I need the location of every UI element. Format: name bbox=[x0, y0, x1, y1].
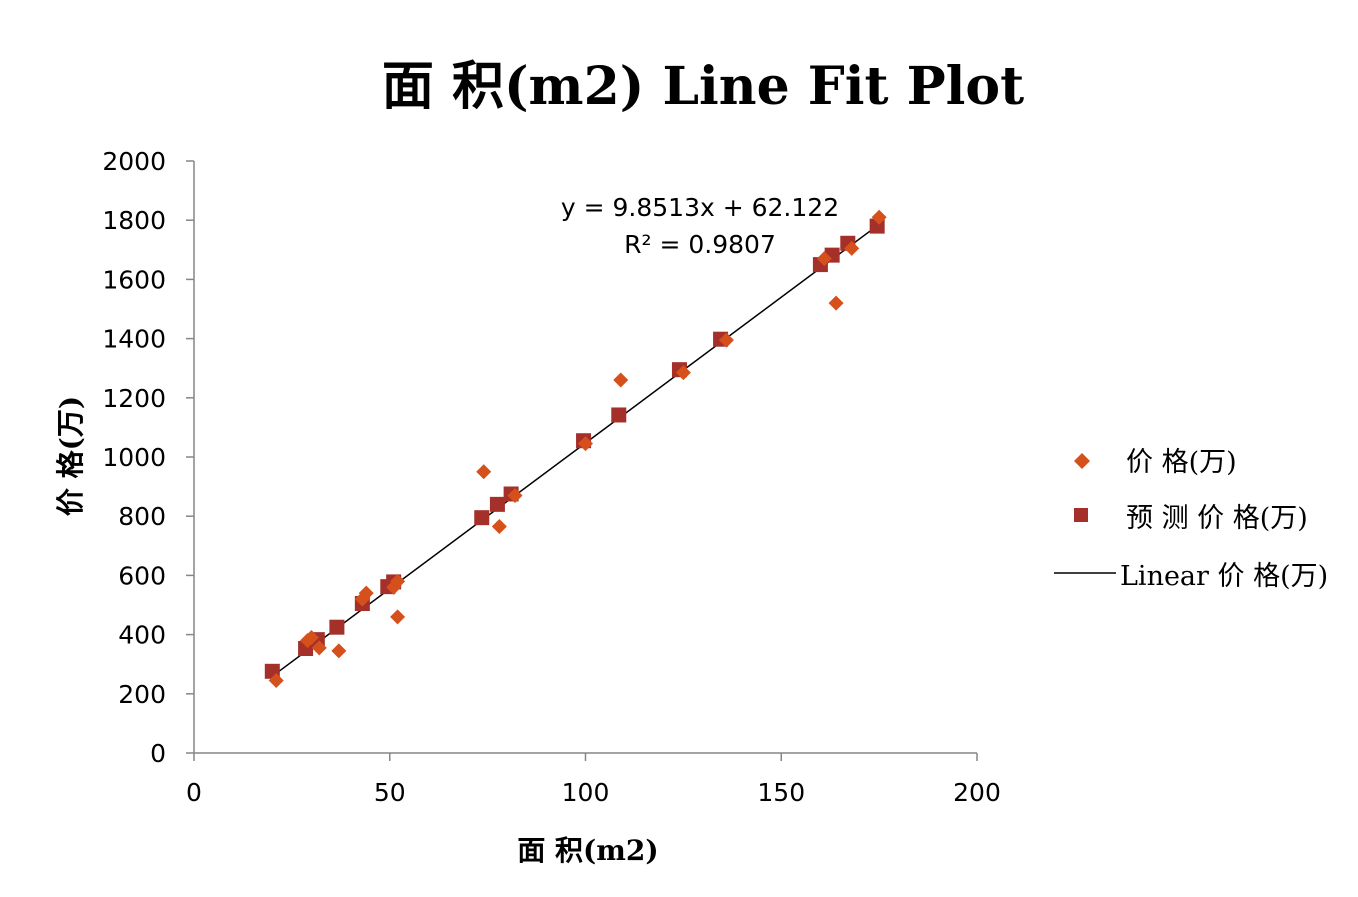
legend-item-linear: Linear 价 格(万) bbox=[1054, 561, 1328, 592]
y-tick-label: 600 bbox=[118, 561, 166, 590]
y-tick-label: 2000 bbox=[102, 147, 166, 176]
actual-point bbox=[844, 240, 860, 256]
trendline-r-squared: R² = 0.9807 bbox=[624, 230, 776, 259]
actual-point bbox=[718, 332, 734, 348]
x-tick-label: 200 bbox=[953, 778, 1001, 807]
actual-point bbox=[390, 573, 406, 589]
actual-point bbox=[578, 436, 593, 452]
trendline-equation: y = 9.8513x + 62.122 bbox=[561, 193, 839, 222]
trendline bbox=[271, 223, 880, 677]
y-tick-label: 1600 bbox=[102, 265, 166, 294]
y-tick-label: 400 bbox=[118, 621, 166, 650]
actual-point bbox=[816, 251, 832, 267]
actual-point bbox=[331, 643, 347, 659]
actual-point bbox=[675, 365, 691, 381]
y-tick-label: 1400 bbox=[102, 325, 166, 354]
y-tick-label: 800 bbox=[118, 502, 166, 531]
predicted-point bbox=[474, 510, 490, 526]
legend: 价 格(万) 预 测 价 格(万) Linear 价 格(万) bbox=[1054, 447, 1328, 592]
actual-point bbox=[828, 295, 844, 311]
actual-point bbox=[358, 585, 374, 601]
y-tick-label: 1800 bbox=[102, 206, 166, 235]
x-tick-label: 50 bbox=[374, 778, 406, 807]
predicted-point bbox=[489, 496, 505, 512]
legend-label-linear: Linear 价 格(万) bbox=[1120, 561, 1328, 592]
actual-point bbox=[491, 519, 507, 535]
legend-square-marker bbox=[1074, 508, 1088, 522]
actual-point bbox=[390, 609, 406, 625]
x-axis-title: 面 积(m2) bbox=[517, 834, 658, 867]
actual-point bbox=[871, 209, 887, 225]
y-tick-label: 0 bbox=[150, 739, 166, 768]
actual-point bbox=[613, 372, 629, 388]
legend-diamond-marker bbox=[1074, 453, 1090, 469]
predicted-point bbox=[329, 619, 345, 635]
actual-point bbox=[303, 630, 319, 646]
y-tick-label: 200 bbox=[118, 680, 166, 709]
chart-title: 面 积(m2) Line Fit Plot bbox=[382, 56, 1024, 117]
predicted-point bbox=[611, 407, 627, 423]
legend-label-predicted: 预 测 价 格(万) bbox=[1126, 503, 1308, 534]
x-tick-label: 100 bbox=[562, 778, 610, 807]
x-tick-label: 150 bbox=[757, 778, 805, 807]
legend-label-actual: 价 格(万) bbox=[1126, 447, 1237, 478]
legend-item-actual: 价 格(万) bbox=[1074, 447, 1237, 478]
actual-point bbox=[507, 487, 523, 503]
y-axis-title: 价 格(万) bbox=[54, 396, 87, 516]
x-tick-label: 0 bbox=[186, 778, 202, 807]
legend-item-predicted: 预 测 价 格(万) bbox=[1074, 503, 1308, 534]
actual-point bbox=[476, 464, 492, 480]
actual-point bbox=[311, 640, 327, 656]
plot-area: 0 50 100 150 2000200400600800100012001400160… bbox=[102, 147, 1000, 807]
actual-point bbox=[268, 672, 284, 688]
y-tick-label: 1000 bbox=[102, 443, 166, 472]
y-tick-label: 1200 bbox=[102, 384, 166, 413]
